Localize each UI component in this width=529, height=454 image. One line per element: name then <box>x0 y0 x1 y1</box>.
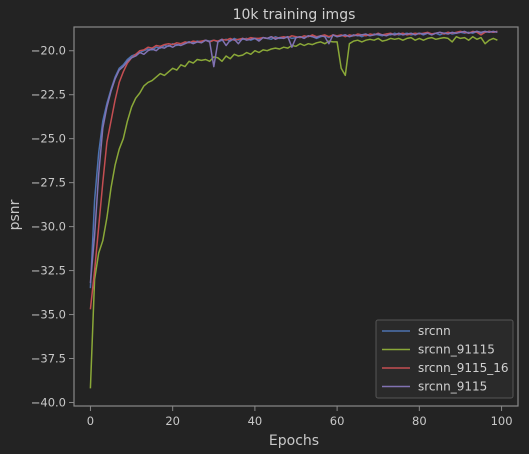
legend-label: srcnn <box>418 324 451 338</box>
x-tick-label: 60 <box>330 414 345 428</box>
series-line-srcnn-9115 <box>89 30 498 283</box>
y-tick-label: −25.0 <box>31 132 66 146</box>
y-tick-label: −37.5 <box>31 352 66 366</box>
y-tick-label: −27.5 <box>31 176 66 190</box>
legend-label: srcnn_9115_16 <box>418 361 509 375</box>
y-tick-label: −32.5 <box>31 264 66 278</box>
legend-box <box>375 319 514 399</box>
y-tick-label: −40.0 <box>31 395 66 409</box>
y-axis-label: psnr <box>7 199 23 230</box>
x-tick-label: 20 <box>165 414 180 428</box>
series-lines <box>89 30 498 389</box>
x-tick-label: 0 <box>87 414 94 428</box>
y-tick-label: −22.5 <box>31 88 66 102</box>
axes-frame <box>73 26 519 407</box>
x-tick-label: 40 <box>248 414 263 428</box>
series-line-srcnn-9115-16 <box>89 30 498 310</box>
x-tick-label: 80 <box>412 414 427 428</box>
y-tick-label: −20.0 <box>31 44 66 58</box>
legend-label: srcnn_91115 <box>418 343 495 357</box>
x-axis-label: Epochs <box>269 433 319 449</box>
axis-ticks: 0 20 40 60 80 100 −40.0 −37.5 −35.0 −32.5 −30.0 −27… <box>31 44 513 428</box>
series-line-srcnn-91115 <box>89 35 498 389</box>
chart-title: 10k training imgs <box>233 7 356 23</box>
y-tick-label: −30.0 <box>31 220 66 234</box>
y-tick-label: −35.0 <box>31 308 66 322</box>
legend: srcnn srcnn_91115 srcnn_9115_16 srcnn_9115 <box>375 319 514 399</box>
legend-label: srcnn_9115 <box>418 380 487 394</box>
x-tick-label: 100 <box>491 414 513 428</box>
